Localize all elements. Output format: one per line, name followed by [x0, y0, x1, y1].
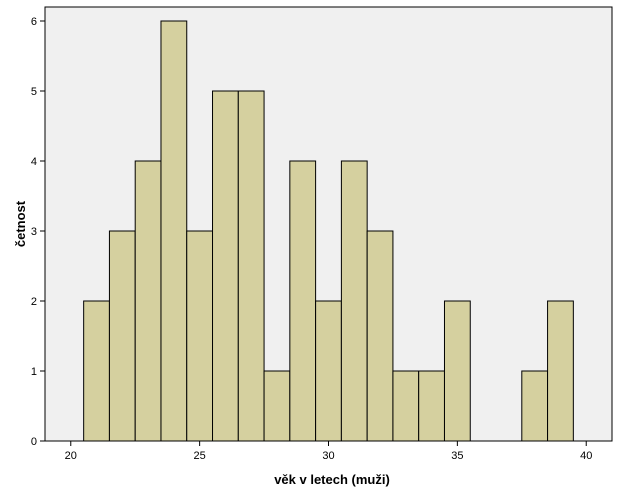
histogram-bar-15	[521, 370, 549, 442]
x-tick-label-1: 25	[194, 450, 206, 462]
y-axis: 0 1 2 3 4 5 6	[31, 16, 45, 448]
x-axis-title: věk v letech (muži)	[274, 472, 390, 487]
y-tick-label-4: 4	[31, 156, 37, 168]
x-axis: 20 25 30 35 40	[65, 441, 592, 462]
y-tick-label-0: 0	[31, 436, 37, 448]
histogram-bar-3	[160, 20, 188, 442]
histogram-bar-4	[186, 230, 214, 442]
y-tick-label-3: 3	[31, 226, 37, 238]
y-tick-label-6: 6	[31, 16, 37, 28]
x-tick-label-2: 30	[322, 450, 334, 462]
y-tick-label-2: 2	[31, 296, 37, 308]
x-tick-label-0: 20	[65, 450, 77, 462]
histogram-bar-5	[212, 90, 239, 442]
histogram-bar-10	[340, 160, 368, 442]
x-tick-label-4: 40	[580, 450, 592, 462]
y-axis-title: četnost	[13, 200, 28, 247]
histogram-bar-2	[134, 160, 162, 442]
histogram-bar-12	[392, 370, 420, 442]
histogram-bar-1	[108, 230, 136, 442]
histogram-bar-13	[418, 370, 445, 442]
histogram-bar-14	[443, 300, 471, 442]
y-tick-label-5: 5	[31, 86, 37, 98]
x-tick-label-3: 35	[451, 450, 463, 462]
histogram-bar-9	[315, 300, 342, 442]
bars-group	[83, 20, 574, 442]
y-tick-label-1: 1	[31, 366, 37, 378]
histogram-bar-11	[366, 230, 394, 442]
histogram-bar-16	[547, 300, 574, 442]
histogram-bar-8	[289, 160, 317, 442]
histogram-bar-6	[237, 90, 265, 442]
histogram-bar-0	[83, 300, 110, 442]
histogram-bar-7	[263, 370, 291, 442]
